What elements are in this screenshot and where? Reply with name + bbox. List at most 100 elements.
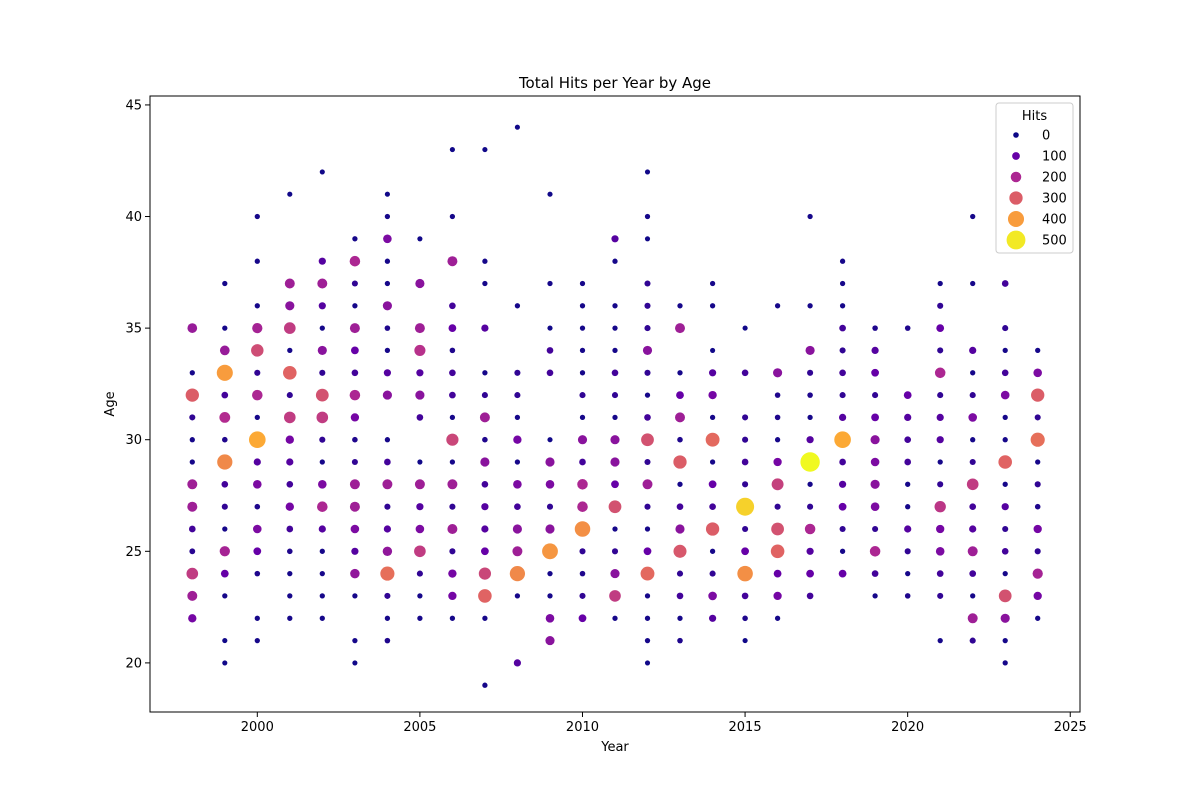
data-point — [1033, 368, 1042, 378]
data-point — [579, 325, 586, 331]
data-point — [478, 567, 491, 580]
data-point — [936, 570, 944, 577]
data-point — [447, 479, 458, 490]
data-point — [937, 280, 943, 287]
data-point — [742, 638, 748, 644]
data-point — [287, 191, 293, 197]
data-point — [1002, 637, 1008, 644]
data-point — [644, 236, 651, 242]
data-point — [998, 455, 1012, 469]
data-point — [1002, 325, 1009, 332]
data-point — [319, 369, 326, 376]
data-point — [934, 367, 946, 379]
data-point — [414, 344, 426, 356]
data-point — [189, 437, 195, 443]
data-point — [449, 302, 456, 310]
data-point — [937, 347, 944, 354]
data-point — [677, 637, 683, 644]
plot-frame — [149, 95, 1081, 713]
data-point — [969, 346, 977, 355]
data-point — [449, 147, 455, 153]
data-point — [936, 436, 944, 444]
data-point — [449, 414, 456, 421]
data-point — [708, 591, 717, 601]
data-point — [547, 280, 553, 287]
data-point — [317, 278, 328, 289]
x-tick-label: 2000 — [241, 720, 274, 735]
data-point — [350, 568, 360, 579]
data-point — [416, 369, 424, 377]
data-point — [612, 258, 618, 264]
data-point — [579, 347, 586, 354]
data-point — [287, 548, 293, 555]
data-point — [187, 479, 198, 490]
data-point — [254, 303, 260, 309]
data-point — [709, 459, 716, 465]
data-point — [352, 436, 358, 443]
data-point — [641, 433, 654, 447]
data-point — [610, 569, 620, 579]
data-point — [741, 369, 749, 377]
data-point — [220, 569, 229, 578]
data-point — [834, 431, 851, 449]
data-point — [677, 481, 683, 487]
data-point — [512, 524, 522, 534]
data-point — [644, 302, 651, 309]
data-point — [382, 301, 392, 311]
data-point — [478, 589, 492, 603]
data-point — [807, 213, 813, 220]
data-point — [872, 392, 879, 399]
data-point — [187, 590, 198, 601]
data-point — [1033, 524, 1042, 534]
data-point — [219, 411, 231, 423]
data-point — [482, 682, 488, 688]
data-point — [384, 637, 391, 644]
data-point — [937, 459, 943, 465]
data-point — [870, 435, 880, 445]
legend-label: 0 — [1042, 129, 1050, 144]
data-point — [611, 392, 619, 399]
data-point — [742, 325, 748, 331]
data-point — [970, 213, 976, 220]
data-point — [579, 570, 586, 577]
legend: Hits 0 100 200 300 400 500 — [995, 102, 1074, 254]
data-point — [771, 522, 784, 536]
data-point — [216, 364, 233, 381]
data-point — [482, 436, 488, 443]
data-point — [871, 346, 879, 355]
data-point — [969, 458, 976, 466]
data-point — [677, 303, 683, 309]
data-point — [839, 369, 846, 377]
data-point — [352, 236, 358, 242]
data-point — [839, 303, 846, 309]
data-point — [612, 414, 618, 421]
data-point — [545, 457, 555, 467]
y-tick-label: 25 — [125, 545, 142, 560]
data-point — [384, 458, 391, 466]
data-point — [319, 169, 325, 175]
data-point — [351, 346, 359, 355]
data-point — [710, 347, 716, 353]
data-point — [709, 280, 716, 287]
data-point — [839, 258, 846, 264]
x-tick-label: 2025 — [1054, 720, 1087, 735]
y-tick-label: 35 — [125, 322, 142, 337]
data-point — [513, 659, 522, 667]
data-point — [547, 593, 553, 599]
data-point — [579, 458, 586, 466]
data-point — [546, 503, 554, 510]
data-point — [807, 392, 813, 398]
x-tick-label: 2005 — [403, 720, 436, 735]
data-point — [904, 458, 912, 466]
data-point — [222, 638, 228, 644]
data-point — [448, 591, 457, 601]
data-point — [285, 502, 294, 511]
data-point — [1002, 525, 1009, 533]
data-point — [221, 480, 229, 488]
data-point — [222, 526, 228, 532]
legend-marker — [1012, 152, 1020, 160]
data-point — [449, 548, 456, 555]
data-point — [417, 459, 423, 465]
data-point — [1034, 503, 1041, 510]
data-point — [838, 480, 847, 488]
